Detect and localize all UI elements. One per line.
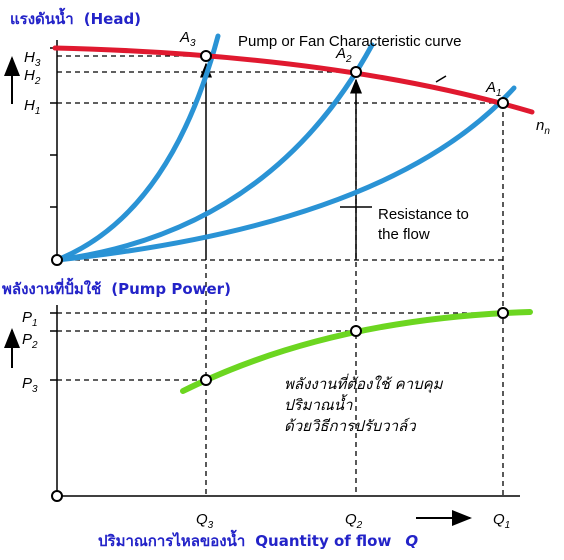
system-curve-mid — [54, 42, 375, 263]
top-title-en: (Head) — [84, 10, 141, 28]
p1-label: P1 — [22, 309, 38, 329]
x-title-symbol: Q — [405, 532, 418, 550]
h1-label: H1 — [24, 97, 40, 117]
system-curves — [54, 33, 517, 263]
top-guides — [57, 55, 504, 496]
valve-note-line1: พลังงานที่ต้องใช้ คาบคุม — [284, 373, 444, 393]
bottom-title-en: (Pump Power) — [111, 280, 231, 298]
h3-label: H3 — [24, 49, 41, 69]
system-curve-low — [54, 85, 517, 263]
a1-label: A1 — [485, 79, 502, 99]
pump-curve-label: Pump or Fan Characteristic curve — [238, 33, 461, 50]
point-a1 — [497, 97, 509, 109]
bottom-guides — [57, 312, 503, 381]
valve-note-line2: ปริมาณน้ำ — [284, 394, 353, 414]
a2-label: A2 — [335, 45, 352, 65]
bottom-origin — [51, 490, 63, 502]
system-curve-high — [54, 33, 221, 263]
q1-label: Q1 — [493, 511, 510, 531]
speed-label: nn — [536, 117, 550, 137]
point-p3 — [200, 374, 212, 386]
power-curve — [180, 309, 533, 394]
top-origin — [51, 254, 63, 266]
p2-label: P2 — [22, 331, 38, 351]
bottom-title: พลังงานที่ปั้มใช้ (Pump Power) — [2, 277, 231, 298]
top-title: แรงดันน้ำ (Head) — [10, 7, 141, 28]
valve-note-line3: ด้วยวิธีการปรับวาล์ว — [284, 417, 417, 435]
power-points — [51, 307, 509, 502]
x-title-thai: ปริมาณการไหลของน้ำ — [98, 529, 245, 550]
p3-label: P3 — [22, 375, 38, 395]
point-p2 — [350, 325, 362, 337]
resistance-label-line1: Resistance to — [378, 206, 469, 223]
top-title-thai: แรงดันน้ำ — [10, 7, 74, 28]
q3-label: Q3 — [196, 511, 214, 531]
a3-label: A3 — [179, 29, 196, 49]
h2-label: H2 — [24, 67, 41, 87]
bottom-title-thai: พลังงานที่ปั้มใช้ — [2, 277, 101, 298]
x-title-en: Quantity of flow — [255, 532, 391, 550]
x-title: ปริมาณการไหลของน้ำ Quantity of flow Q — [98, 529, 418, 550]
q2-label: Q2 — [345, 511, 363, 531]
point-a3 — [200, 50, 212, 62]
point-p1 — [497, 307, 509, 319]
pump-curve-pointer — [435, 75, 447, 83]
point-a2 — [350, 66, 362, 78]
operating-points — [51, 50, 509, 266]
pump-curve — [52, 45, 535, 115]
resistance-label-line2: the flow — [378, 226, 430, 243]
